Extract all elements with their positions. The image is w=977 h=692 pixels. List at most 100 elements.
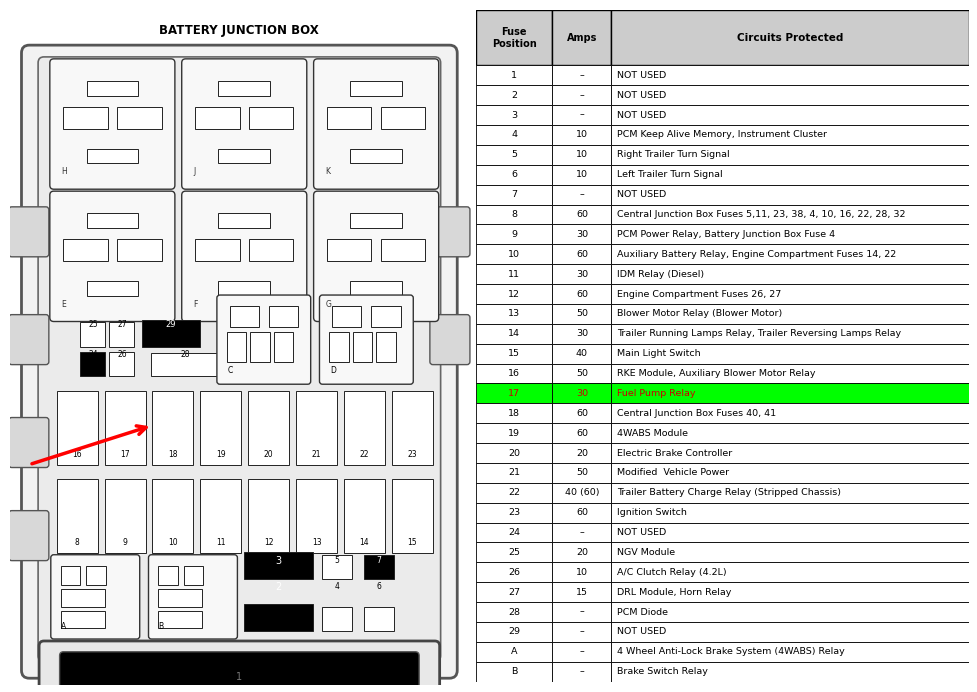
Bar	[80, 352, 105, 376]
Bar	[552, 125, 612, 145]
Bar	[612, 105, 969, 125]
Bar	[612, 264, 969, 284]
Text: NOT USED: NOT USED	[617, 111, 666, 120]
Bar	[392, 391, 433, 464]
Bar	[296, 480, 337, 553]
FancyBboxPatch shape	[60, 652, 419, 692]
Text: NOT USED: NOT USED	[617, 71, 666, 80]
Text: Main Light Switch: Main Light Switch	[617, 349, 701, 358]
Text: 30: 30	[575, 270, 588, 279]
Text: NOT USED: NOT USED	[617, 91, 666, 100]
Bar	[612, 522, 969, 543]
Bar	[612, 344, 969, 363]
Text: Electric Brake Controller: Electric Brake Controller	[617, 448, 733, 457]
Text: K: K	[325, 167, 330, 176]
Bar	[244, 603, 313, 631]
Text: NOT USED: NOT USED	[617, 528, 666, 537]
Text: 30: 30	[575, 389, 588, 398]
Text: A: A	[61, 622, 65, 631]
Text: Right Trailer Turn Signal: Right Trailer Turn Signal	[617, 150, 730, 159]
Bar	[552, 105, 612, 125]
Bar	[476, 622, 552, 642]
Bar	[219, 81, 270, 96]
Bar	[296, 391, 337, 464]
Text: 2: 2	[511, 91, 517, 100]
Bar	[552, 363, 612, 383]
Bar	[322, 555, 352, 579]
Bar	[612, 304, 969, 324]
Bar	[158, 565, 178, 585]
FancyBboxPatch shape	[50, 59, 175, 189]
Bar	[552, 145, 612, 165]
Text: 17: 17	[508, 389, 520, 398]
Bar	[552, 224, 612, 244]
Text: J: J	[193, 167, 195, 176]
Bar	[57, 480, 98, 553]
Text: B: B	[511, 667, 517, 676]
Bar	[552, 443, 612, 463]
Bar	[329, 332, 349, 362]
Text: 4WABS Module: 4WABS Module	[617, 428, 689, 437]
Text: 26: 26	[117, 350, 127, 359]
Text: 22: 22	[360, 450, 369, 459]
FancyBboxPatch shape	[50, 191, 175, 322]
Text: 8: 8	[511, 210, 517, 219]
Bar	[117, 239, 161, 261]
Bar	[105, 480, 146, 553]
Text: 5: 5	[335, 556, 339, 565]
Bar	[195, 239, 239, 261]
Bar	[552, 543, 612, 563]
FancyBboxPatch shape	[314, 191, 439, 322]
Bar	[64, 107, 107, 129]
FancyBboxPatch shape	[217, 295, 311, 384]
Bar	[612, 185, 969, 205]
Bar	[87, 81, 138, 96]
Bar	[612, 602, 969, 622]
Text: C: C	[228, 366, 233, 375]
Bar	[476, 662, 552, 682]
Text: 60: 60	[575, 428, 588, 437]
Bar	[476, 403, 552, 424]
Bar	[158, 589, 202, 607]
Bar	[327, 107, 371, 129]
Bar	[476, 324, 552, 344]
Text: 19: 19	[216, 450, 226, 459]
Bar	[612, 66, 969, 85]
Text: 25: 25	[508, 548, 520, 557]
Bar	[250, 332, 270, 362]
Text: 10: 10	[168, 538, 178, 547]
Text: Brake Switch Relay: Brake Switch Relay	[617, 667, 708, 676]
Bar	[612, 205, 969, 224]
Text: 1: 1	[511, 71, 517, 80]
FancyBboxPatch shape	[9, 315, 49, 365]
Text: Auxiliary Battery Relay, Engine Compartment Fuses 14, 22: Auxiliary Battery Relay, Engine Compartm…	[617, 250, 897, 259]
Text: 50: 50	[575, 309, 588, 318]
Bar	[476, 165, 552, 185]
Bar	[142, 320, 200, 347]
Text: 10: 10	[575, 568, 588, 577]
Bar	[57, 391, 98, 464]
Bar	[612, 403, 969, 424]
Text: 16: 16	[508, 369, 520, 378]
Text: 21: 21	[508, 468, 520, 477]
FancyBboxPatch shape	[39, 641, 440, 692]
Bar	[476, 502, 552, 522]
Text: 6: 6	[511, 170, 517, 179]
Text: RKE Module, Auxiliary Blower Motor Relay: RKE Module, Auxiliary Blower Motor Relay	[617, 369, 816, 378]
FancyBboxPatch shape	[430, 207, 470, 257]
Bar	[476, 224, 552, 244]
Bar	[476, 463, 552, 483]
Bar	[392, 480, 433, 553]
Text: 10: 10	[575, 170, 588, 179]
Text: DRL Module, Horn Relay: DRL Module, Horn Relay	[617, 588, 732, 597]
Bar	[612, 622, 969, 642]
Text: Central Junction Box Fuses 40, 41: Central Junction Box Fuses 40, 41	[617, 409, 777, 418]
Text: 7: 7	[511, 190, 517, 199]
Bar	[476, 205, 552, 224]
Bar	[612, 10, 969, 66]
Text: H: H	[62, 167, 67, 176]
Bar	[381, 239, 425, 261]
Text: 7: 7	[377, 556, 381, 565]
Text: 29: 29	[508, 628, 520, 637]
Bar	[200, 480, 241, 553]
